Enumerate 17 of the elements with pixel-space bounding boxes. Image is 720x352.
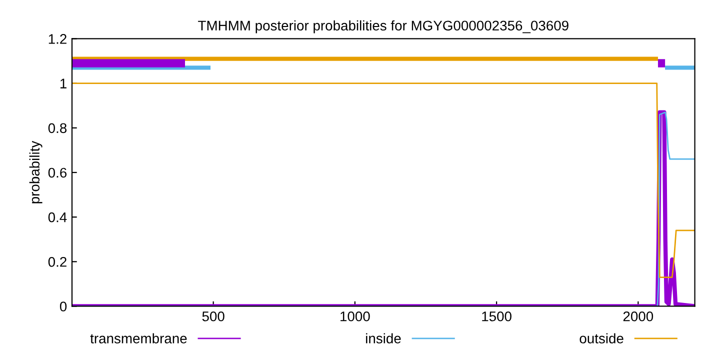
x-tick-label: 500 [202,311,224,322]
x-tick-label: 2000 [623,311,654,322]
y-tick-label: 0.2 [48,256,66,267]
y-tick-label: 0.8 [48,123,67,134]
y-tick-label: 0 [60,302,67,312]
line-series [72,82,695,278]
legend-label: inside [366,333,401,344]
y-tick-label: 1.2 [48,34,66,44]
chart-title: TMHMM posterior probabilities for MGYG000002356_03609 [198,20,568,34]
y-axis-title: probability [29,140,42,204]
y-tick-label: 0.6 [48,168,67,178]
x-tick-label: 1500 [482,311,512,322]
legend-label: transmembrane [90,333,187,344]
y-tick-label: 1 [60,78,66,88]
y-tick-label: 0.4 [48,212,67,222]
legend-label: outside [580,333,624,344]
x-tick-label: 1000 [340,311,370,322]
